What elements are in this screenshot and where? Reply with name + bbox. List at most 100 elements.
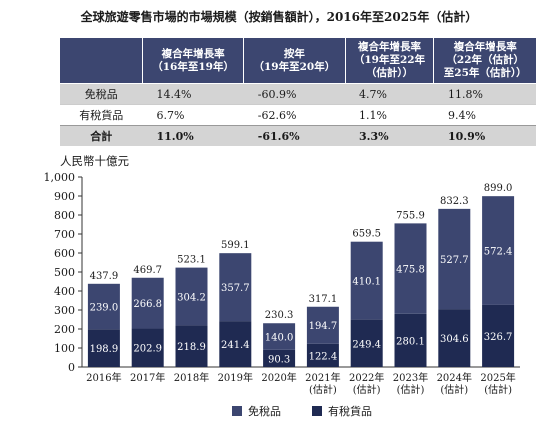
legend-swatch	[312, 406, 322, 416]
table-cell: 6.7%	[142, 104, 244, 126]
data-label-dutyfree: 194.7	[309, 321, 338, 332]
table-cell: 11.0%	[142, 125, 244, 146]
bar-segment-dutyfree	[350, 241, 383, 320]
bar-segment-dutyfree	[263, 323, 296, 350]
table-cell: -60.9%	[243, 83, 345, 105]
x-tick-label: (估計)	[397, 383, 425, 396]
data-label-dutypaid: 304.6	[440, 334, 469, 345]
y-tick-label: 400	[54, 285, 75, 298]
x-tick-label: 2020年	[261, 371, 296, 384]
bar-segment-dutypaid	[306, 343, 339, 367]
table-header-cell: 複合年增長率 （19年至22年 （估計））	[345, 38, 435, 84]
x-tick-label: (估計)	[353, 383, 381, 396]
data-label-dutypaid: 249.4	[352, 339, 381, 350]
y-tick-label: 200	[54, 323, 75, 336]
x-tick-label: 2025年	[480, 371, 515, 384]
row-label: 合計	[60, 125, 143, 146]
chart-title: 全球旅遊零售市場的市場規模（按銷售額計），2016年至2025年（估計）	[80, 10, 478, 24]
y-tick-label: 100	[54, 342, 75, 355]
row-label: 免稅品	[60, 83, 143, 105]
y-axis-unit-label: 人民幣十億元	[60, 154, 129, 168]
data-label-dutyfree: 475.8	[396, 265, 425, 276]
x-tick-label: (估計)	[309, 383, 337, 396]
x-tick-label: 2023年	[393, 371, 428, 384]
legend-item-dutypaid: 有稅貨品	[312, 403, 372, 419]
data-label-dutypaid: 90.3	[268, 354, 290, 365]
table-cell: 3.3%	[345, 125, 434, 146]
data-label-dutyfree: 239.0	[90, 303, 119, 314]
data-label-dutypaid: 122.4	[309, 351, 338, 362]
table-cell: 1.1%	[345, 104, 434, 126]
row-label: 有稅貨品	[60, 104, 143, 126]
bar-segment-dutyfree	[482, 196, 515, 305]
data-label-total: 832.3	[440, 196, 469, 207]
bar-segment-dutypaid	[482, 304, 515, 367]
x-tick-label: 2024年	[437, 371, 472, 384]
x-tick-label: 2022年	[349, 371, 384, 384]
table-cell: 10.9%	[433, 125, 536, 146]
table-row: 免稅品 14.4% -60.9% 4.7% 11.8%	[60, 83, 536, 105]
table-cell: 11.8%	[433, 83, 536, 105]
bar-segment-dutypaid	[394, 313, 427, 367]
table-cell: 4.7%	[345, 83, 434, 105]
y-tick-label: 700	[54, 228, 75, 241]
data-label-dutyfree: 410.1	[352, 277, 381, 288]
x-tick-label: 2021年	[305, 371, 340, 384]
legend-label: 免稅品	[248, 405, 281, 418]
y-tick-label: 0	[68, 361, 75, 374]
bar-segment-dutyfree	[87, 283, 120, 330]
data-label-total: 659.5	[352, 229, 381, 240]
data-label-dutypaid: 241.4	[221, 340, 250, 351]
x-tick-label: 2019年	[218, 371, 253, 384]
y-tick-label: 500	[54, 266, 75, 279]
bar-segment-dutyfree	[175, 267, 208, 326]
y-tick-label: 1,000	[44, 171, 76, 184]
data-label-total: 317.1	[309, 294, 338, 305]
data-label-total: 755.9	[396, 210, 425, 221]
data-label-dutypaid: 218.9	[177, 342, 206, 353]
table-header-cell: 按年 （19年至20年）	[243, 38, 346, 84]
y-tick-label: 800	[54, 209, 75, 222]
bar-segment-dutypaid	[350, 319, 383, 367]
x-tick-label: 2017年	[130, 371, 165, 384]
x-tick-label: (估計)	[440, 383, 468, 396]
data-label-total: 469.7	[133, 265, 162, 276]
data-label-dutypaid: 202.9	[133, 344, 162, 355]
bar-segment-dutypaid	[131, 328, 164, 367]
bar-segment-dutypaid	[87, 329, 120, 367]
bar-segment-dutyfree	[306, 306, 339, 344]
x-tick-label: 2018年	[174, 371, 209, 384]
bar-segment-dutyfree	[438, 208, 471, 310]
data-label-dutypaid: 326.7	[484, 332, 513, 343]
data-label-dutyfree: 266.8	[133, 299, 162, 310]
table-header-cell: 複合年增長率 （22年（估計） 至25年（估計））	[433, 38, 536, 84]
table-cell: -62.6%	[243, 104, 345, 126]
table-header-cell	[60, 38, 143, 84]
table-cell: 9.4%	[433, 104, 536, 126]
data-label-dutyfree: 572.4	[484, 247, 513, 258]
data-label-total: 437.9	[90, 271, 119, 282]
data-label-total: 230.3	[265, 310, 294, 321]
data-label-dutyfree: 527.7	[440, 255, 469, 266]
y-tick-label: 300	[54, 304, 75, 317]
legend-swatch	[232, 406, 242, 416]
x-tick-label: 2016年	[86, 371, 121, 384]
bar-segment-dutyfree	[131, 277, 164, 329]
data-label-dutypaid: 198.9	[90, 344, 119, 355]
y-tick-label: 900	[54, 190, 75, 203]
data-label-dutyfree: 357.7	[221, 283, 250, 294]
data-label-dutypaid: 280.1	[396, 336, 425, 347]
data-label-dutyfree: 304.2	[177, 293, 206, 304]
bar-segment-dutypaid	[263, 349, 296, 367]
table-cell: -61.6%	[243, 125, 345, 146]
y-tick-label: 600	[54, 247, 75, 260]
table-cell: 14.4%	[142, 83, 244, 105]
bar-segment-dutyfree	[394, 223, 427, 314]
bar-segment-dutypaid	[438, 309, 471, 367]
table-header-row: 複合年增長率 （16年至19年） 按年 （19年至20年） 複合年增長率 （19年至2…	[60, 38, 536, 84]
data-label-total: 899.0	[484, 183, 513, 194]
legend-label: 有稅貨品	[328, 405, 372, 418]
data-label-total: 599.1	[221, 240, 250, 251]
data-label-total: 523.1	[177, 255, 206, 266]
